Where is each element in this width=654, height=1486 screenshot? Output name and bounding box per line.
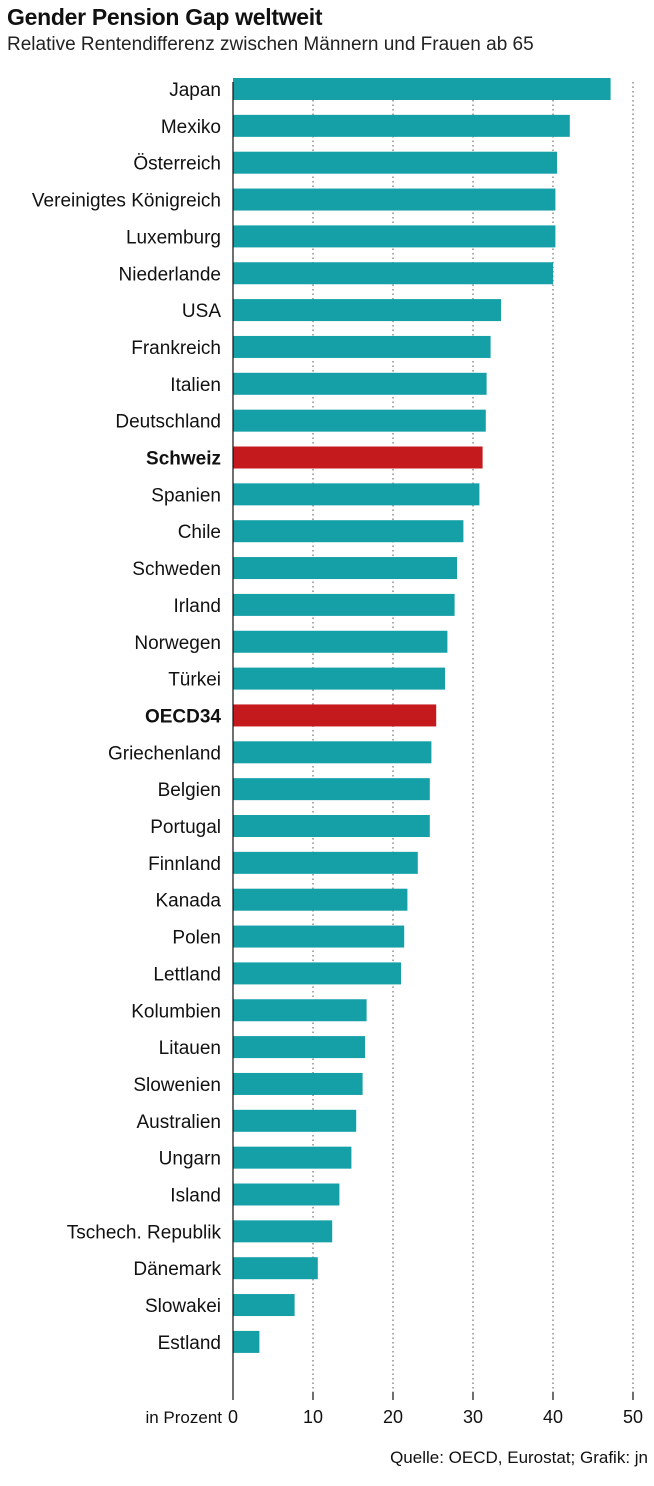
category-label: Slowenien [133,1075,221,1096]
bar [233,1257,318,1280]
tick-label: 10 [303,1407,323,1427]
bar [233,409,486,432]
category-label: Vereinigtes Königreich [32,191,221,212]
bar [233,335,491,358]
bar [233,741,432,764]
category-label: Griechenland [108,743,221,764]
bar [233,925,405,948]
bar [233,1036,365,1059]
bar [233,1183,340,1206]
category-label: Tschech. Republik [67,1222,222,1243]
category-label: Frankreich [131,338,221,359]
bar [233,299,501,322]
category-label: Spanien [151,485,221,506]
bar [233,446,483,469]
bar [233,999,367,1022]
bar [233,593,455,616]
category-label: Luxemburg [126,227,221,248]
category-label: Polen [172,928,221,949]
bar [233,188,556,211]
category-label: Türkei [168,670,221,691]
category-label: Litauen [159,1038,221,1059]
tick-label: 30 [463,1407,483,1427]
category-label: Deutschland [115,412,221,433]
bar [233,557,457,580]
bar [233,704,437,727]
category-label: Island [170,1186,221,1207]
bar [233,667,445,690]
chart-title: Gender Pension Gap weltweit [7,4,323,30]
bar [233,520,464,543]
category-label: Dänemark [133,1259,221,1280]
bar [233,1330,260,1353]
category-label: Kanada [155,891,221,912]
category-label: Mexiko [161,117,221,138]
chart-subtitle: Relative Rentendifferenz zwischen Männer… [7,34,534,55]
category-label: Österreich [133,154,221,175]
bar [233,815,430,837]
category-label: USA [182,301,221,322]
category-label: Estland [158,1333,221,1354]
source-note: Quelle: OECD, Eurostat; Grafik: jn [390,1448,648,1467]
bar [233,78,611,100]
category-label: Belgien [158,780,221,801]
bar [233,372,487,395]
bar [233,225,556,248]
category-label: Australien [137,1112,222,1133]
category-label: Ungarn [159,1149,221,1170]
bar [233,778,430,801]
category-label: Slowakei [145,1296,221,1317]
tick-label: 20 [383,1407,403,1427]
category-label: Irland [173,596,221,617]
bar [233,851,418,874]
bars [233,78,611,1353]
tick-label: 0 [228,1407,238,1427]
category-label: OECD34 [145,706,221,727]
x-axis-label: in Prozent [145,1408,222,1427]
bar [233,1220,333,1243]
category-label: Japan [169,80,221,101]
bar [233,1146,352,1169]
tick-label: 50 [623,1407,643,1427]
tick-label: 40 [543,1407,563,1427]
bar [233,1072,363,1095]
category-label: Niederlande [119,264,221,285]
category-label: Chile [178,522,221,543]
category-label: Italien [170,375,221,396]
bar [233,1294,295,1317]
category-label: Portugal [150,817,221,838]
category-label: Schweden [132,559,221,580]
bar [233,483,480,506]
bar-chart: Japan Mexiko Österreich Vereinigtes Königre… [32,78,643,1427]
category-label: Lettland [153,964,221,985]
category-label: Schweiz [146,449,221,470]
category-labels: Japan Mexiko Österreich Vereinigtes Königre… [32,80,222,1354]
bar [233,630,448,653]
category-label: Norwegen [134,633,221,654]
x-axis: 0 10 20 30 40 50 in Prozent [145,82,643,1427]
bar [233,888,408,911]
bar [233,114,570,137]
category-label: Finnland [148,854,221,875]
category-label: Kolumbien [131,1001,221,1022]
bar [233,962,401,985]
bar [233,151,557,174]
bar [233,1109,357,1132]
bar [233,262,553,285]
